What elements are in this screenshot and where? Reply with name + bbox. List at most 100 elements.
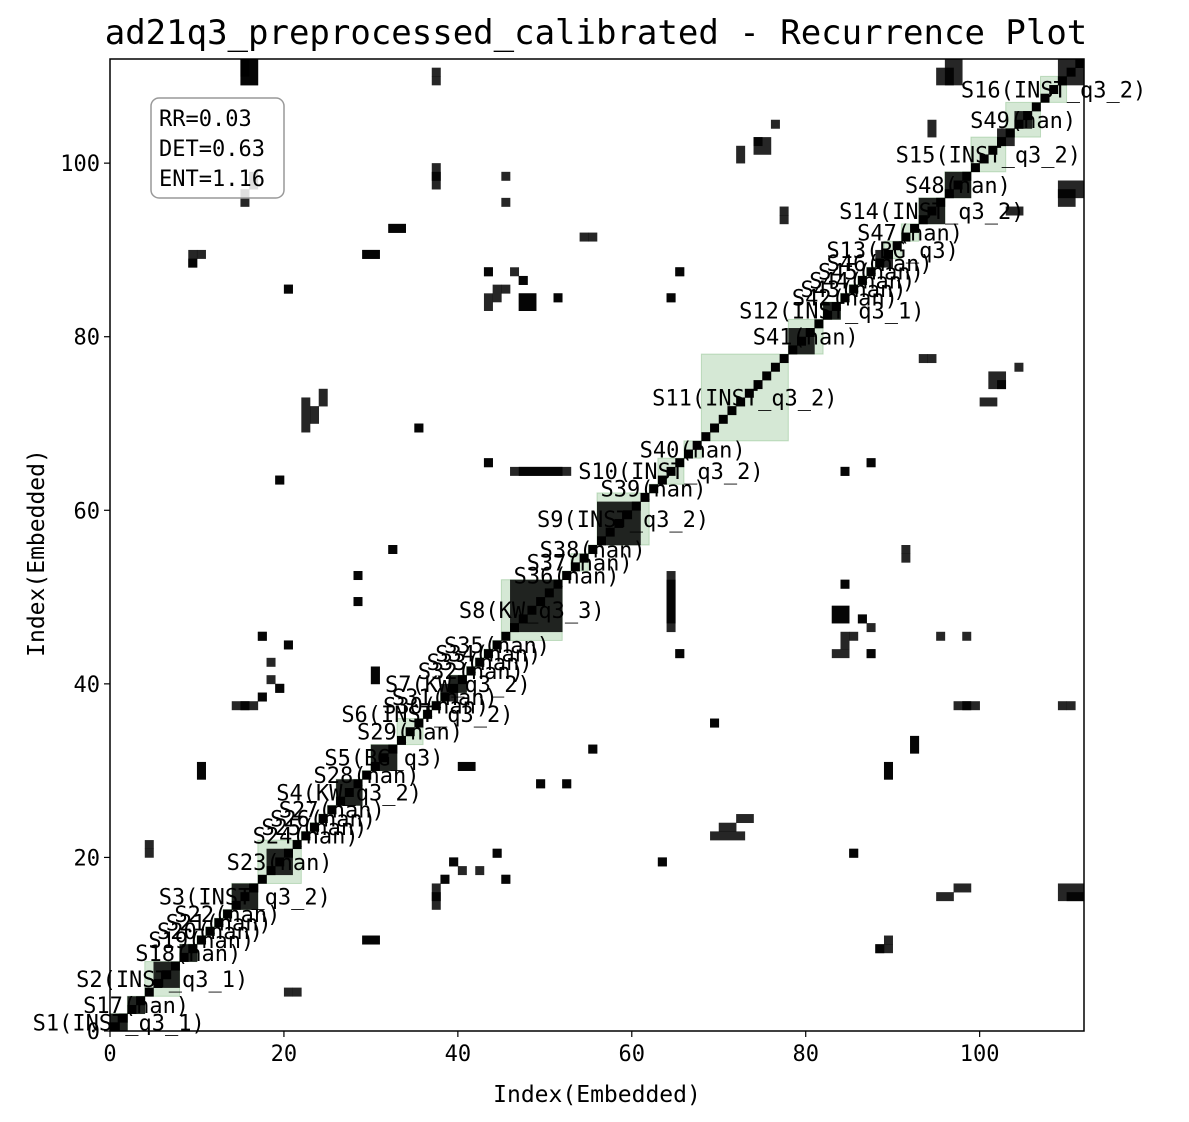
recurrence-cell	[718, 414, 728, 424]
segment-label: S5(BG_q3)	[324, 747, 443, 772]
recurrence-block	[875, 944, 885, 954]
recurrence-block	[997, 128, 1015, 147]
recurrence-cell	[910, 223, 920, 233]
recurrence-block	[910, 735, 920, 754]
recurrence-block	[1014, 111, 1033, 129]
recurrence-block	[1005, 206, 1024, 216]
segment-label: S8(KW_q3_3)	[459, 599, 605, 624]
recurrence-block	[675, 267, 685, 277]
recurrence-block	[736, 145, 746, 164]
recurrence-block	[657, 857, 667, 867]
recurrence-block	[336, 779, 363, 806]
recurrence-block	[188, 258, 198, 268]
recurrence-cell	[223, 909, 233, 919]
recurrence-block	[1057, 189, 1076, 207]
recurrence-cell	[988, 145, 998, 155]
recurrence-block	[275, 475, 285, 485]
y-tick-label: 100	[60, 152, 100, 177]
segment-label: S38(nan)	[540, 538, 646, 563]
recurrence-block	[457, 866, 467, 876]
recurrence-block	[710, 831, 746, 841]
recurrence-block	[179, 944, 198, 962]
recurrence-block	[736, 814, 754, 824]
stat-rr: RR=0.03	[159, 107, 252, 132]
recurrence-block	[431, 67, 441, 77]
recurrence-block	[283, 987, 293, 997]
segment-label: S29(nan)	[357, 721, 463, 746]
segment-label: S20(nan)	[157, 920, 263, 945]
recurrence-block	[857, 614, 867, 624]
recurrence-cell	[483, 649, 493, 659]
recurrence-cell	[779, 354, 789, 364]
recurrence-block	[257, 692, 267, 702]
segment-label: S27(nan)	[279, 799, 385, 824]
recurrence-block	[483, 293, 493, 311]
recurrence-block	[779, 215, 789, 225]
recurrence-cell	[431, 701, 441, 711]
segment-label: S44(nan)	[809, 269, 915, 294]
segment-label: S39(nan)	[601, 478, 707, 503]
recurrence-block	[866, 649, 876, 659]
segment-label: S37(nan)	[527, 551, 633, 576]
recurrence-block	[562, 779, 572, 789]
recurrence-cell	[736, 397, 746, 407]
recurrence-cell	[475, 657, 485, 667]
recurrence-block	[883, 761, 893, 780]
segment-label: S45(nan)	[818, 261, 924, 286]
recurrence-block	[936, 631, 946, 641]
recurrence-cell	[1040, 93, 1050, 103]
recurrence-cell	[866, 267, 876, 277]
segment-label: S36(nan)	[514, 564, 620, 589]
y-tick-label: 40	[74, 673, 101, 698]
recurrence-block	[518, 275, 528, 285]
recurrence-block	[431, 883, 441, 902]
segment-label: S6(INST_q3_2)	[341, 703, 513, 728]
recurrence-block	[666, 293, 676, 303]
segment-label: S17(nan)	[83, 994, 189, 1019]
recurrence-block	[501, 197, 511, 207]
segment-label: S2(INST_q3_1)	[76, 968, 248, 993]
recurrence-block	[510, 267, 520, 277]
y-tick-label: 0	[87, 1020, 100, 1045]
recurrence-block	[901, 553, 911, 563]
recurrence-cell	[762, 371, 772, 381]
recurrence-block	[831, 605, 850, 624]
recurrence-cell	[362, 770, 372, 780]
recurrence-block	[483, 458, 493, 468]
recurrence-block	[362, 935, 380, 945]
recurrence-block	[257, 631, 267, 641]
segment-label: S31(nan)	[392, 686, 498, 711]
y-tick-label: 20	[74, 846, 101, 871]
recurrence-block	[283, 284, 293, 294]
recurrence-block	[449, 675, 467, 693]
segment-label: S12(INST_q3_1)	[739, 300, 924, 325]
recurrence-block	[353, 571, 363, 581]
recurrence-block	[431, 76, 441, 86]
recurrence-cell	[466, 666, 476, 676]
recurrence-cell	[849, 284, 859, 294]
recurrence-block	[666, 579, 676, 633]
stat-det: DET=0.63	[159, 137, 265, 162]
recurrence-cell	[666, 466, 676, 476]
recurrence-cell	[753, 380, 763, 390]
recurrence-block	[440, 683, 450, 702]
segment-label: S13(BG_q3)	[826, 239, 958, 264]
recurrence-block	[901, 545, 911, 554]
recurrence-block	[510, 466, 563, 476]
recurrence-block	[483, 267, 493, 277]
recurrence-block	[266, 657, 276, 667]
segment-label: S25(nan)	[261, 816, 367, 841]
segment-label: S9(INST_q3_2)	[537, 508, 709, 533]
segment-label: S10(INST_q3_2)	[578, 460, 763, 485]
recurrence-block	[388, 223, 406, 233]
recurrence-cell	[657, 475, 667, 485]
recurrence-cell	[857, 275, 867, 285]
recurrence-cell	[1031, 102, 1041, 112]
segment-label: S22(nan)	[174, 903, 280, 928]
x-tick-label: 40	[445, 1042, 472, 1067]
recurrence-cell	[301, 831, 311, 841]
recurrence-block	[962, 701, 980, 711]
recurrence-cell	[405, 727, 415, 737]
segment-label: S26(nan)	[270, 807, 376, 832]
